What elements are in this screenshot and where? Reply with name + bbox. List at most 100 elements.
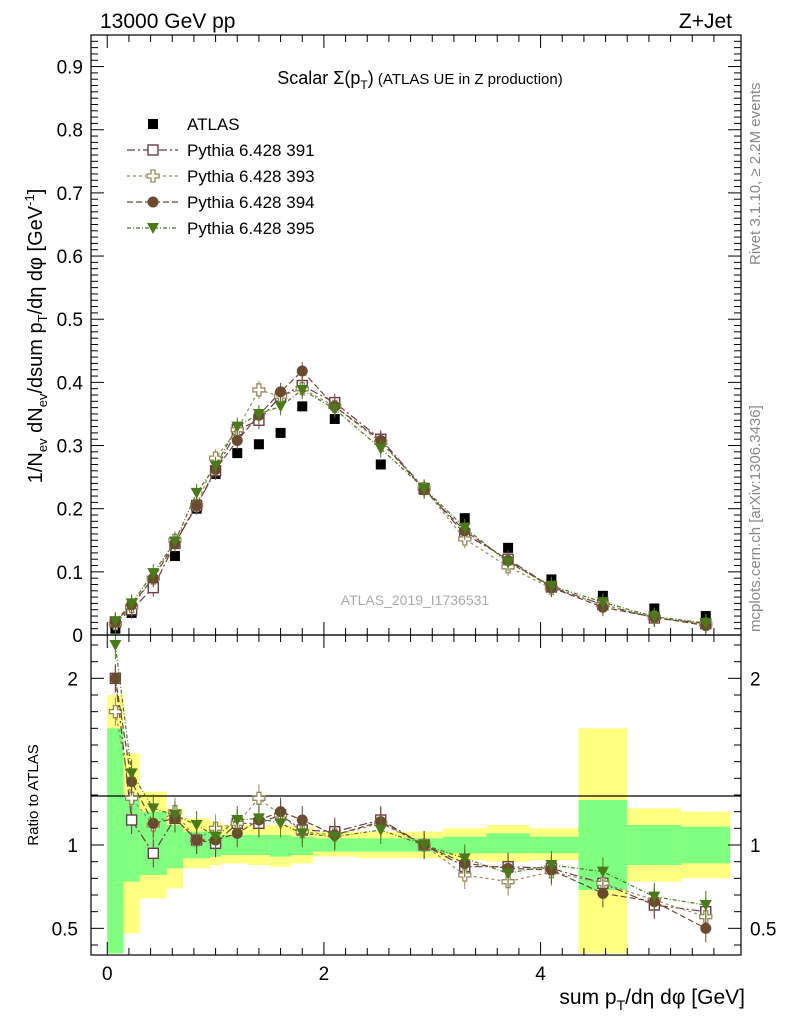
ratio-point [252,791,266,805]
ratio-point [147,803,160,815]
header-left: 13000 GeV pp [100,10,235,33]
data-point [699,618,712,629]
data-point [418,483,431,495]
legend-label: Pythia 6.428 393 [187,167,315,186]
ratio-axes: 0 2 4 0.5 0.5 1 1 2 2 [52,35,776,985]
ratio-y-tick-label: 2 [750,669,761,690]
ratio-point [502,868,515,880]
analysis-watermark: ATLAS_2019_I1736531 [341,592,490,608]
ratio-point [108,705,123,719]
ratio-y-tick-label: 2 [67,669,78,690]
ratio-point [328,831,341,843]
data-point [328,403,341,415]
data-point [231,421,244,433]
ratio-point [231,815,244,826]
main-y-tick-label: 0.5 [57,310,83,331]
main-marks [108,362,713,635]
main-y-tick-label: 0.4 [57,373,84,394]
ratio-point [191,834,203,846]
ratio-point [700,922,712,934]
main-y-axis: 0 0.1 0.2 0.3 0.4 0.5 0.6 0.7 0.8 0.9 [57,34,741,647]
data-point [168,536,181,548]
legend-marker [146,169,160,183]
ratio-uncertainty-bands [107,695,731,954]
ratio-band-green [221,835,249,855]
ratio-point [597,887,609,899]
ratio-point [109,640,122,651]
main-title: Scalar Σ(pT) (ATLAS UE in Z production) [277,68,562,92]
x-tick-label: 4 [535,964,546,985]
data-point [231,434,243,446]
data-point [458,522,471,534]
main-y-tick-label: 0.9 [57,58,83,79]
data-point [125,598,138,610]
ratio-point [418,840,431,851]
ratio-band-green [269,835,292,857]
data-point [596,597,609,609]
series-line [115,384,706,625]
data-point [329,414,340,424]
main-plot-panel: 0 0.1 0.2 0.3 0.4 0.5 0.6 0.7 0.8 0.9 Scalar Σ(pT… [22,34,742,647]
main-y-tick-label: 0.1 [57,563,83,584]
ratio-point [190,820,203,831]
ratio-point [125,814,138,826]
ratio-point [374,825,387,836]
data-point [297,401,308,412]
data-point [169,551,180,562]
main-y-axis-label: 1/Nev dNev/dsum pT/dη dφ [GeV-1] [22,189,50,484]
data-point [503,542,514,553]
ratio-plot-panel: 0 2 4 0.5 0.5 1 1 2 2 Ratio to ATLAS sum pT/dη d… [25,35,776,1013]
ratio-point [296,828,309,840]
ratio-point [209,831,222,843]
ratio-y-tick-label: 1 [750,836,761,857]
ratio-point [699,900,712,911]
ratio-y-tick-label: 0.5 [750,919,776,940]
ratio-point [458,853,471,865]
data-point [252,408,265,420]
main-y-tick-label: 0.8 [57,121,83,142]
series-line [114,388,706,625]
ratio-marks [108,631,713,943]
header-right: Z+Jet [679,10,732,33]
ratio-point [596,866,609,878]
ratio-frame [90,634,742,956]
x-tick-label: 0 [102,964,113,985]
ratio-point [545,860,558,871]
x-axis-label: sum pT/dη dφ [GeV] [559,986,745,1013]
data-point [648,611,661,623]
main-y-tick-label: 0.6 [57,247,83,268]
legend-label: Pythia 6.428 394 [187,193,315,212]
data-point [252,383,266,397]
data-point [375,459,386,470]
main-y-tick-label: 0.7 [57,184,83,205]
data-point [253,439,264,450]
legend-marker [147,223,159,234]
legend-marker [148,119,158,129]
ratio-point [147,817,159,829]
ratio-band-green [166,825,184,869]
ratio-point [124,791,139,805]
ratio-y-tick-label: 0.5 [52,919,78,940]
data-point [275,427,286,438]
series-line [114,389,706,624]
data-point [296,384,309,396]
rivet-label: Rivet 3.1.10, ≥ 2.2M events [747,83,764,266]
legend-label: Pythia 6.428 391 [187,141,315,160]
ratio-band-green [681,826,731,864]
data-point [545,580,558,592]
ratio-band-green [529,836,579,854]
ratio-point [168,810,181,821]
legend-marker [147,196,159,208]
ratio-band-green [627,825,682,865]
main-y-tick-label: 0.2 [57,500,83,521]
ratio-band-green [356,838,406,852]
ratio-point [648,891,661,903]
main-y-tick-label: 0 [72,626,83,647]
ratio-band-green [248,835,270,855]
ratio-point [125,768,138,780]
mcplots-label: mcplots.cern.ch [arXiv:1306.3436] [747,405,764,632]
data-point [190,487,203,499]
series-line [114,370,706,627]
data-point [502,557,515,569]
data-point [232,448,243,459]
